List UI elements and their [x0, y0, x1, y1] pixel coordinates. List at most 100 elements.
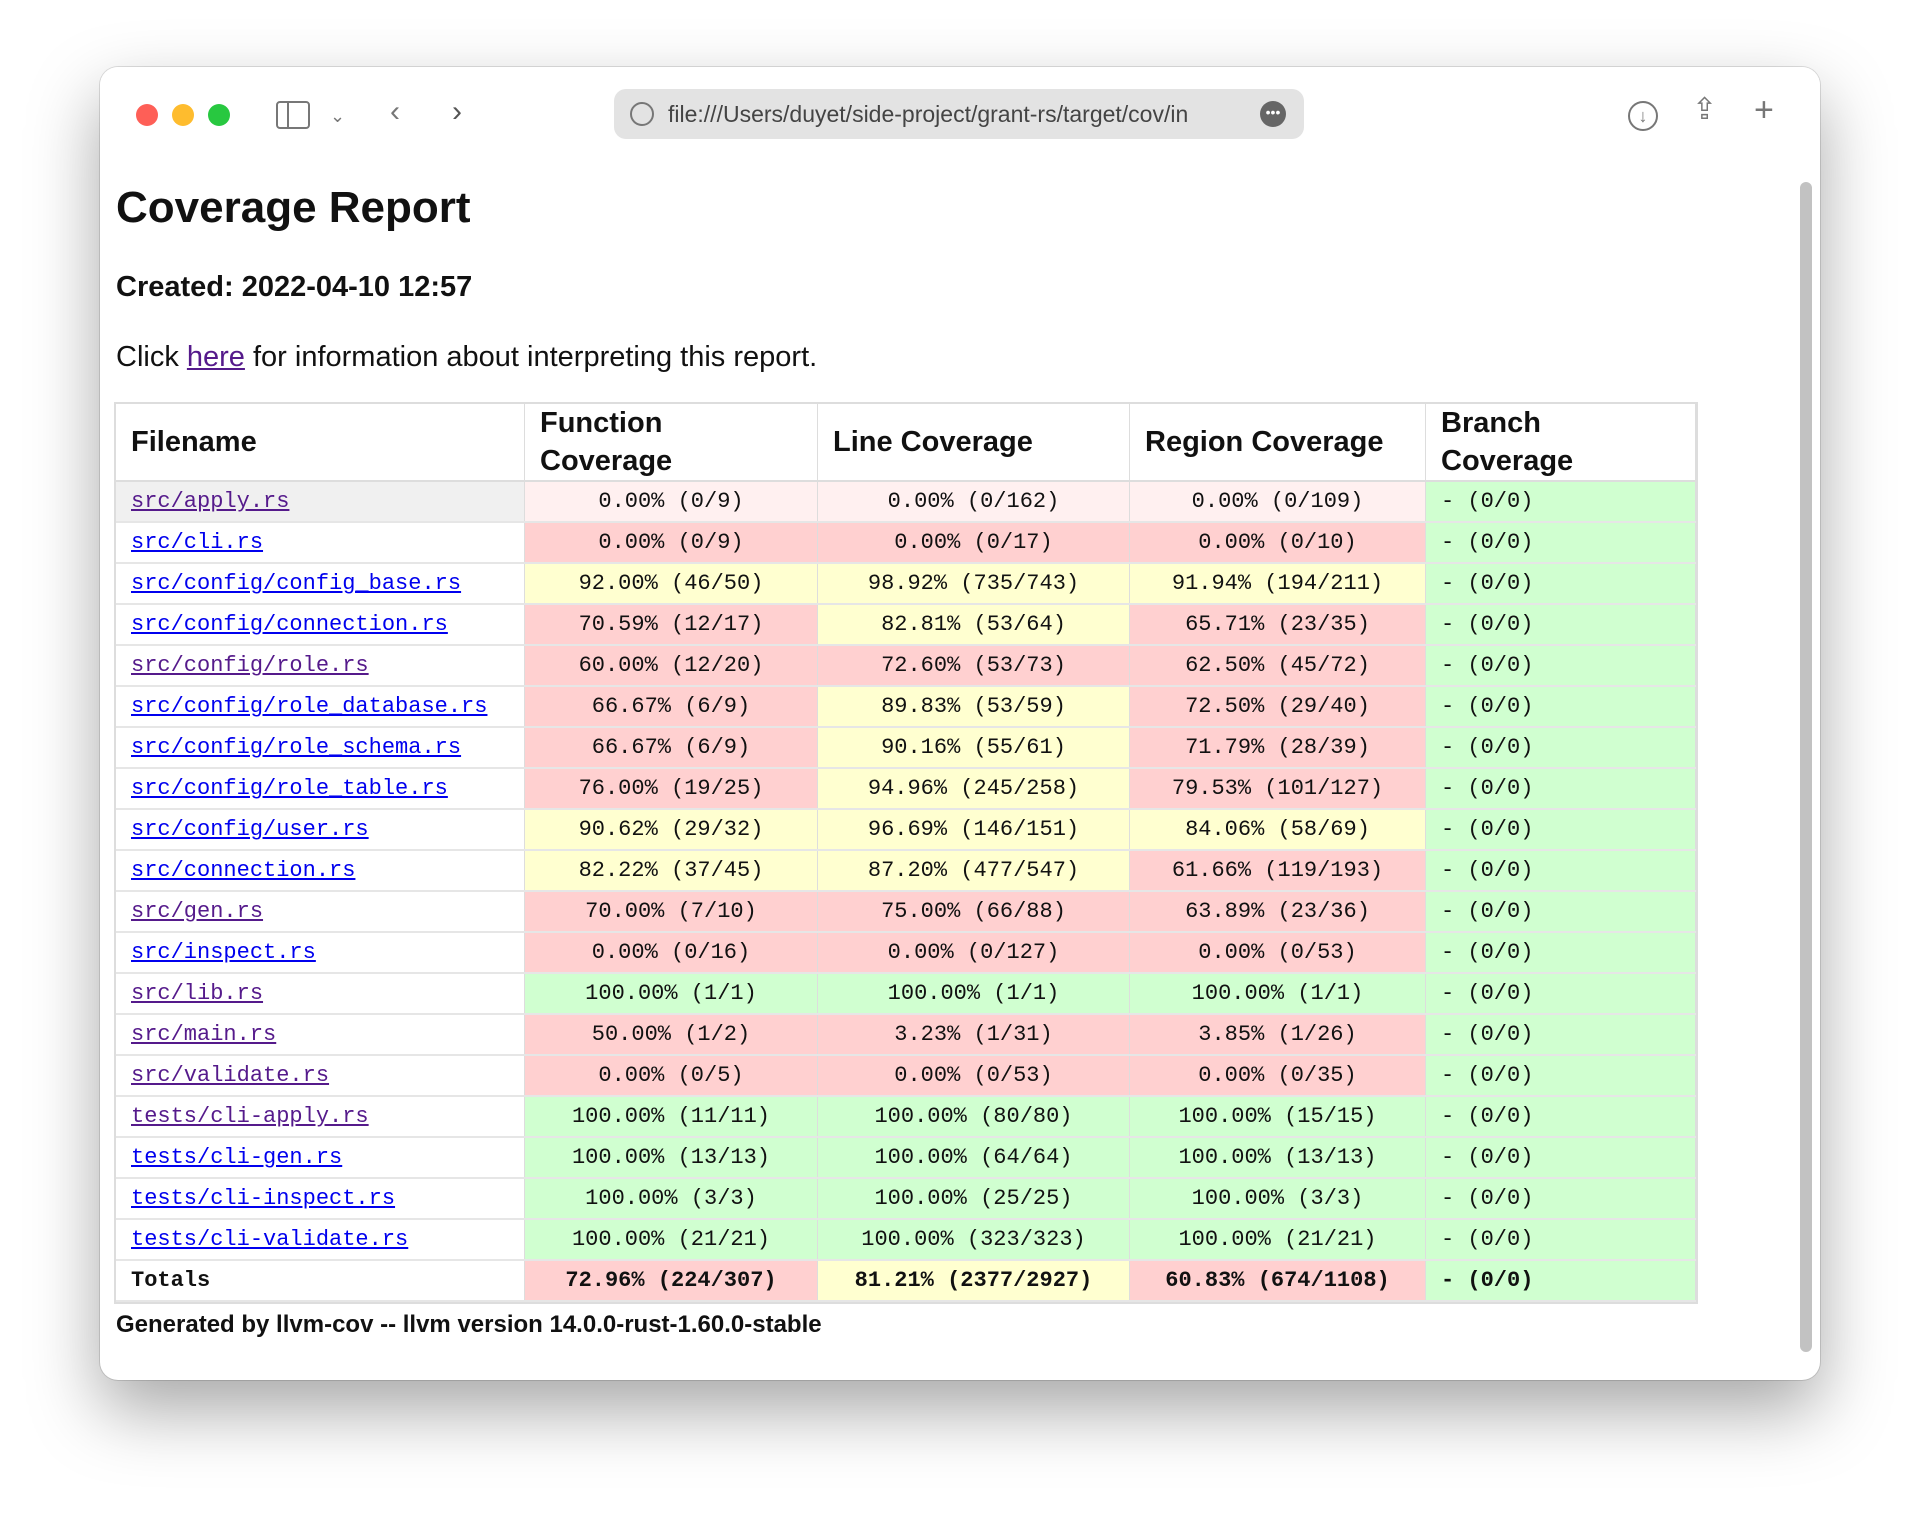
file-link[interactable]: src/config/user.rs — [131, 817, 369, 842]
line-coverage-cell: 72.60% (53/73) — [817, 645, 1130, 687]
file-link[interactable]: tests/cli-gen.rs — [131, 1145, 343, 1170]
table-row: src/lib.rs 100.00% (1/1) 100.00% (1/1) 100.… — [116, 973, 1696, 1015]
sidebar-toggle-icon[interactable] — [276, 101, 310, 129]
file-link[interactable]: src/validate.rs — [131, 1063, 330, 1088]
region-coverage-cell: 100.00% (21/21) — [1129, 1219, 1426, 1261]
fn-coverage-cell: 100.00% (21/21) — [524, 1219, 818, 1261]
url-text[interactable]: file:///Users/duyet/side-project/grant-r… — [668, 101, 1189, 127]
address-bar[interactable]: file:///Users/duyet/side-project/grant-r… — [614, 89, 1304, 139]
more-options-icon[interactable]: ••• — [1260, 101, 1286, 127]
fn-coverage-cell: 92.00% (46/50) — [524, 563, 818, 605]
table-row: src/config/role_schema.rs 66.67% (6/9) 90.… — [116, 727, 1696, 769]
line-coverage-cell: 90.16% (55/61) — [817, 727, 1130, 769]
region-coverage-cell: 84.06% (58/69) — [1129, 809, 1426, 851]
region-coverage-cell: 60.83% (674/1108) — [1129, 1260, 1426, 1302]
table-row: src/config/user.rs 90.62% (29/32) 96.69% (… — [116, 809, 1696, 851]
column-header: Region Coverage — [1129, 404, 1426, 482]
file-link[interactable]: src/config/role_table.rs — [131, 776, 448, 801]
fn-coverage-cell: 100.00% (1/1) — [524, 973, 818, 1015]
branch-coverage-cell: - (0/0) — [1425, 973, 1696, 1015]
region-coverage-cell: 62.50% (45/72) — [1129, 645, 1426, 687]
table-row: src/main.rs 50.00% (1/2) 3.23% (1/31) 3.85%… — [116, 1014, 1696, 1056]
info-prefix: Click — [116, 341, 187, 373]
back-button[interactable]: ‹ — [390, 95, 400, 128]
branch-coverage-cell: - (0/0) — [1425, 604, 1696, 646]
fn-coverage-cell: 82.22% (37/45) — [524, 850, 818, 892]
branch-coverage-cell: - (0/0) — [1425, 1014, 1696, 1056]
region-coverage-cell: 100.00% (3/3) — [1129, 1178, 1426, 1220]
fn-coverage-cell: 70.00% (7/10) — [524, 891, 818, 933]
table-row: tests/cli-validate.rs 100.00% (21/21) 100.… — [116, 1219, 1696, 1261]
line-coverage-cell: 0.00% (0/53) — [817, 1055, 1130, 1097]
file-link[interactable]: tests/cli-inspect.rs — [131, 1186, 396, 1211]
filename-cell: tests/cli-inspect.rs — [116, 1178, 525, 1220]
branch-coverage-cell: - (0/0) — [1425, 1137, 1696, 1179]
filename-cell: src/lib.rs — [116, 973, 525, 1015]
close-window-button[interactable] — [136, 104, 158, 126]
file-link[interactable]: src/config/role_schema.rs — [131, 735, 462, 760]
minimize-window-button[interactable] — [172, 104, 194, 126]
fn-coverage-cell: 100.00% (13/13) — [524, 1137, 818, 1179]
fn-coverage-cell: 100.00% (3/3) — [524, 1178, 818, 1220]
file-link[interactable]: src/config/connection.rs — [131, 612, 448, 637]
share-icon[interactable]: ⇪ — [1692, 93, 1718, 126]
fn-coverage-cell: 50.00% (1/2) — [524, 1014, 818, 1056]
column-header: Branch Coverage — [1425, 404, 1696, 482]
branch-coverage-cell: - (0/0) — [1425, 932, 1696, 974]
region-coverage-cell: 0.00% (0/109) — [1129, 481, 1426, 523]
filename-cell: src/config/role.rs — [116, 645, 525, 687]
fn-coverage-cell: 66.67% (6/9) — [524, 686, 818, 728]
branch-coverage-cell: - (0/0) — [1425, 686, 1696, 728]
fn-coverage-cell: 70.59% (12/17) — [524, 604, 818, 646]
column-header: Function Coverage — [524, 404, 818, 482]
browser-toolbar: ⌄ ‹ › file:///Users/duyet/side-project/g… — [100, 67, 1820, 161]
file-link[interactable]: src/config/role_database.rs — [131, 694, 488, 719]
file-link[interactable]: src/cli.rs — [131, 530, 264, 555]
filename-cell: src/main.rs — [116, 1014, 525, 1056]
file-link[interactable]: tests/cli-validate.rs — [131, 1227, 409, 1252]
info-text: Click here for information about interpr… — [116, 341, 817, 374]
browser-window: ⌄ ‹ › file:///Users/duyet/side-project/g… — [100, 67, 1820, 1380]
region-coverage-cell: 0.00% (0/10) — [1129, 522, 1426, 564]
new-tab-icon[interactable]: + — [1754, 91, 1774, 129]
filename-cell: src/config/role_table.rs — [116, 768, 525, 810]
branch-coverage-cell: - (0/0) — [1425, 891, 1696, 933]
region-coverage-cell: 100.00% (1/1) — [1129, 973, 1426, 1015]
zoom-window-button[interactable] — [208, 104, 230, 126]
scrollbar[interactable] — [1800, 182, 1812, 1352]
file-link[interactable]: src/gen.rs — [131, 899, 264, 924]
file-link[interactable]: src/config/role.rs — [131, 653, 369, 678]
region-coverage-cell: 65.71% (23/35) — [1129, 604, 1426, 646]
info-suffix: for information about interpreting this … — [244, 341, 818, 373]
region-coverage-cell: 72.50% (29/40) — [1129, 686, 1426, 728]
table-row: src/apply.rs 0.00% (0/9) 0.00% (0/162) 0.00… — [116, 481, 1696, 523]
fn-coverage-cell: 0.00% (0/9) — [524, 522, 818, 564]
fn-coverage-cell: 0.00% (0/9) — [524, 481, 818, 523]
file-link[interactable]: tests/cli-apply.rs — [131, 1104, 369, 1129]
download-icon[interactable]: ↓ — [1628, 101, 1658, 131]
region-coverage-cell: 61.66% (119/193) — [1129, 850, 1426, 892]
branch-coverage-cell: - (0/0) — [1425, 1096, 1696, 1138]
file-link[interactable]: src/apply.rs — [131, 489, 290, 514]
fn-coverage-cell: 66.67% (6/9) — [524, 727, 818, 769]
line-coverage-cell: 100.00% (25/25) — [817, 1178, 1130, 1220]
file-link[interactable]: src/main.rs — [131, 1022, 277, 1047]
created-date: Created: 2022-04-10 12:57 — [116, 271, 473, 303]
chevron-down-icon[interactable]: ⌄ — [330, 106, 346, 126]
table-row: src/config/connection.rs 70.59% (12/17) 82… — [116, 604, 1696, 646]
page-title: Coverage Report — [116, 183, 471, 232]
file-link[interactable]: src/config/config_base.rs — [131, 571, 462, 596]
fn-coverage-cell: 90.62% (29/32) — [524, 809, 818, 851]
region-coverage-cell: 63.89% (23/36) — [1129, 891, 1426, 933]
line-coverage-cell: 3.23% (1/31) — [817, 1014, 1130, 1056]
region-coverage-cell: 3.85% (1/26) — [1129, 1014, 1426, 1056]
branch-coverage-cell: - (0/0) — [1425, 522, 1696, 564]
branch-coverage-cell: - (0/0) — [1425, 645, 1696, 687]
file-link[interactable]: src/inspect.rs — [131, 940, 316, 965]
file-link[interactable]: src/lib.rs — [131, 981, 264, 1006]
file-link[interactable]: src/connection.rs — [131, 858, 356, 883]
branch-coverage-cell: - (0/0) — [1425, 809, 1696, 851]
forward-button[interactable]: › — [452, 95, 462, 128]
filename-cell: src/apply.rs — [116, 481, 525, 523]
help-link[interactable]: here — [186, 341, 245, 373]
